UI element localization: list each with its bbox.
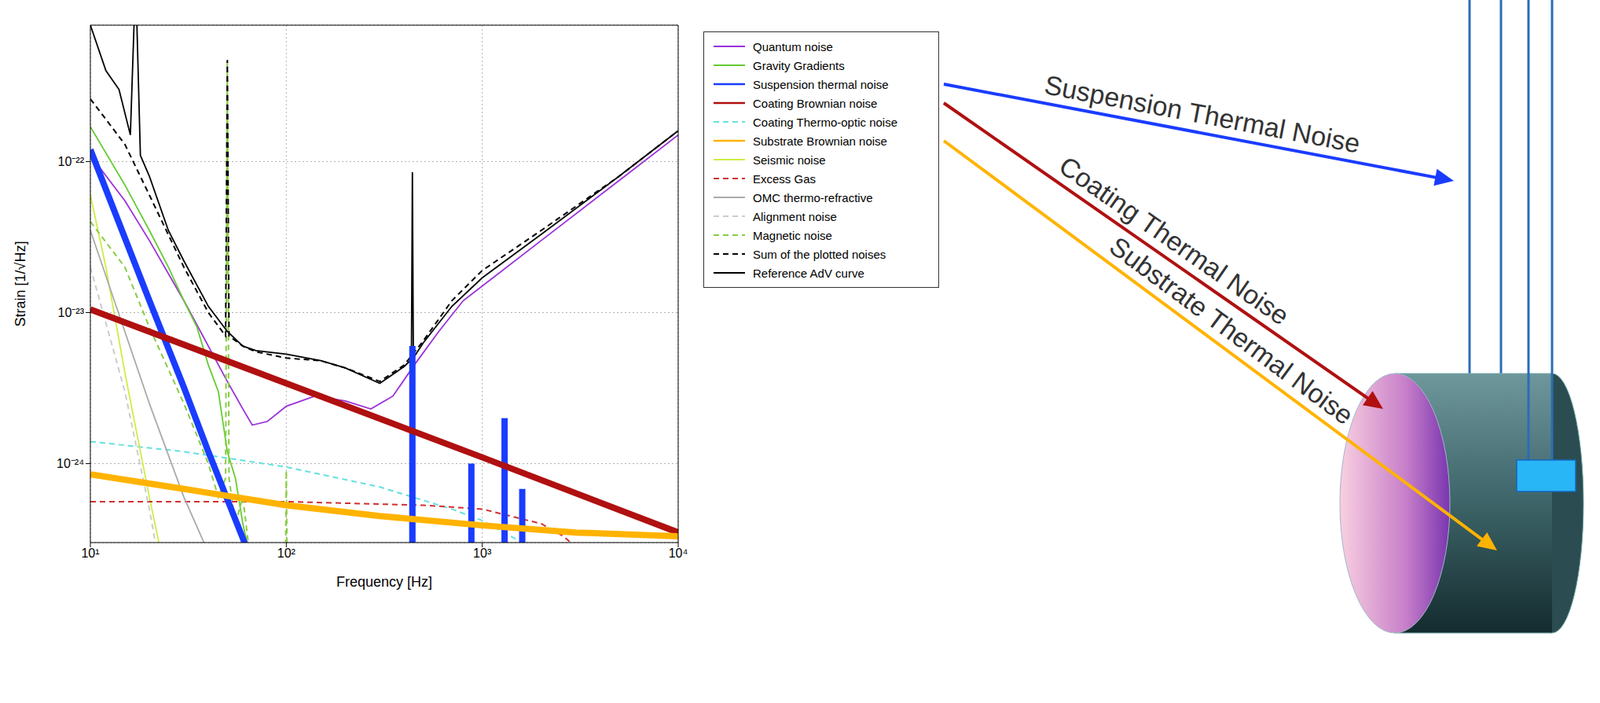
svg-text:Coating Thermal Noise: Coating Thermal Noise [1053, 150, 1296, 331]
html-text:Coating Thermo-optic noise: Coating Thermo-optic noise [752, 115, 898, 129]
html-text:Excess Gas: Excess Gas [752, 171, 816, 186]
html-text:Reference AdV curve: Reference AdV curve [752, 266, 865, 280]
svg-text:Frequency [Hz]: Frequency [Hz] [336, 573, 433, 590]
html-text:OMC thermo-refractive: OMC thermo-refractive [752, 190, 873, 204]
svg-text:10³: 10³ [473, 546, 492, 560]
html-text:Sum of the plotted noises: Sum of the plotted noises [752, 247, 886, 261]
html-text:Gravity Gradients: Gravity Gradients [752, 58, 845, 72]
svg-text:10⁻²³: 10⁻²³ [58, 305, 85, 320]
html-text:Magnetic noise: Magnetic noise [752, 228, 833, 242]
html-text:Substrate Brownian noise: Substrate Brownian noise [752, 133, 888, 148]
svg-text:10⁻²²: 10⁻²² [58, 154, 85, 169]
svg-text:Suspension Thermal Noise: Suspension Thermal Noise [1042, 69, 1363, 158]
svg-text:Substrate Thermal Noise: Substrate Thermal Noise [1104, 230, 1359, 430]
svg-text:10¹: 10¹ [80, 546, 100, 560]
html-text:Quantum noise: Quantum noise [752, 39, 833, 54]
svg-text:Strain [1/√Hz]: Strain [1/√Hz] [12, 241, 29, 327]
html-text:Seismic noise: Seismic noise [752, 152, 826, 167]
svg-text:10²: 10² [277, 546, 297, 560]
svg-text:10⁴: 10⁴ [668, 546, 689, 560]
html-text:Suspension thermal noise: Suspension thermal noise [752, 77, 889, 91]
html-text:Coating Brownian noise: Coating Brownian noise [752, 96, 878, 110]
svg-text:10⁻²⁴: 10⁻²⁴ [56, 456, 85, 470]
html-text:Alignment noise: Alignment noise [752, 209, 837, 223]
